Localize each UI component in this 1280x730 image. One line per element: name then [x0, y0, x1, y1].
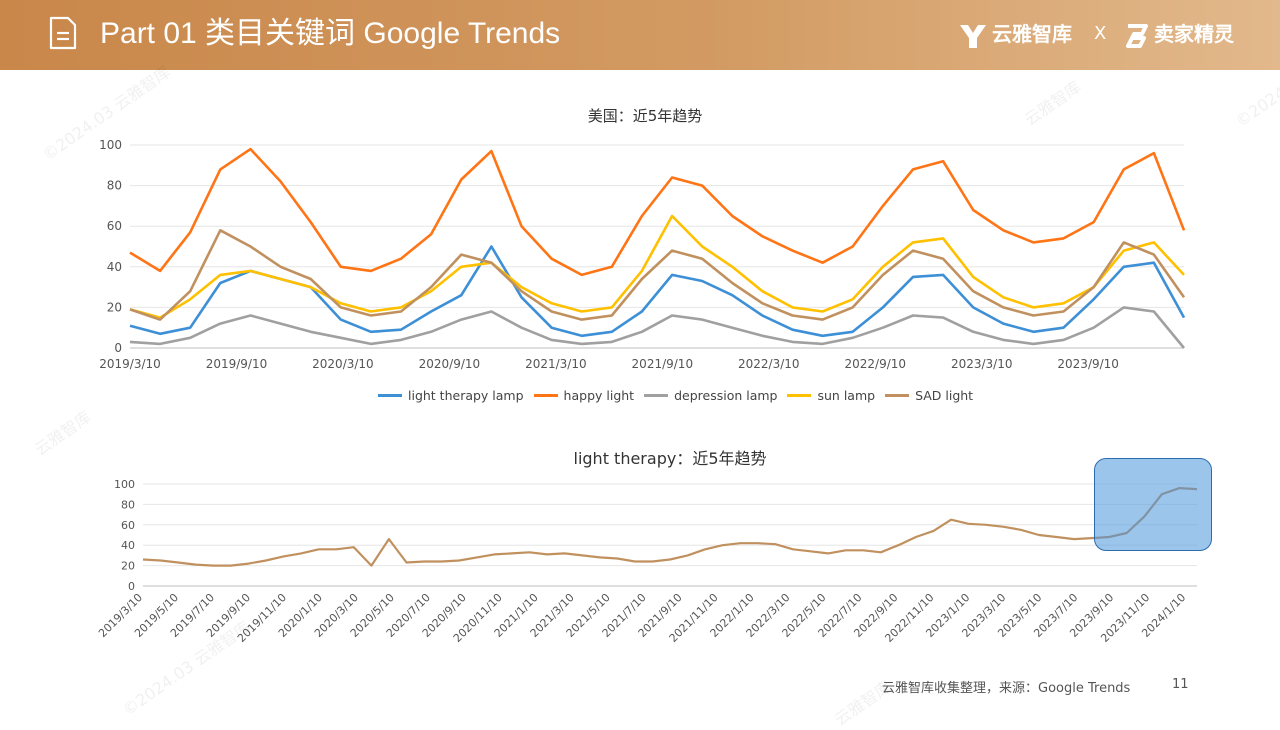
y-tick-label: 60 — [121, 519, 135, 532]
legend-item: depression lamp — [644, 386, 777, 404]
chart1-title: 美国：近5年趋势 — [587, 107, 703, 125]
y-tick-label: 80 — [121, 498, 135, 511]
y-tick-label: 0 — [114, 341, 122, 355]
x-tick-label: 2019/3/10 — [99, 357, 161, 371]
y-tick-label: 60 — [107, 219, 122, 233]
x-tick-label: 2023/9/10 — [1057, 357, 1119, 371]
chart-light-therapy: 0204060801002019/3/102019/5/102019/7/102… — [96, 478, 1198, 645]
header-bar: Part 01 类目关键词 Google Trends 云雅智库 X 卖家精灵 — [0, 0, 1280, 70]
x-tick-label: 2019/9/10 — [206, 357, 268, 371]
x-tick-label: 2020/9/10 — [419, 357, 481, 371]
chart1-legend: light therapy lamp happy light depressio… — [378, 386, 973, 404]
legend-swatch — [378, 393, 402, 397]
y-tick-label: 80 — [107, 179, 122, 193]
document-icon — [49, 16, 77, 50]
legend-item: happy light — [533, 386, 635, 404]
chart-us-trends: 0 20 40 60 80 100 2019/3/10 2019/9/10 2020/3/10 2… — [99, 138, 1186, 371]
legend-swatch — [644, 393, 669, 397]
page-number: 11 — [1172, 677, 1189, 692]
y-tick-label: 40 — [107, 260, 122, 274]
series-line — [129, 214, 1185, 319]
legend-swatch — [787, 393, 812, 397]
legend-swatch — [533, 393, 558, 397]
legend-item: sun lamp — [787, 386, 875, 404]
y-tick-label: 20 — [121, 560, 135, 573]
series-line — [142, 486, 1198, 567]
legend-label: sun lamp — [817, 387, 876, 403]
series-line — [129, 147, 1186, 277]
series-line — [129, 306, 1186, 349]
y-tick-label: 100 — [114, 478, 135, 491]
legend-item: SAD light — [885, 386, 973, 404]
brand-maijia: 卖家精灵 — [1124, 20, 1234, 48]
y-tick-label: 40 — [121, 539, 135, 552]
maijia-logo-icon — [1126, 23, 1148, 48]
x-tick-label: 2021/9/10 — [632, 357, 694, 371]
y-tick-label: 100 — [99, 138, 122, 152]
legend-label: SAD light — [915, 387, 974, 403]
y-tick-label: 20 — [107, 300, 122, 314]
source-note: 云雅智库收集整理，来源：Google Trends — [882, 681, 1131, 696]
x-tick-label: 2023/3/10 — [951, 357, 1013, 371]
x-tick-label: 2020/3/10 — [312, 357, 374, 371]
chart2-title: light therapy：近5年趋势 — [573, 449, 767, 468]
brand-yunya: 云雅智库 — [958, 20, 1072, 48]
legend-label: depression lamp — [674, 387, 778, 403]
series-line — [129, 229, 1186, 321]
legend-label: light therapy lamp — [408, 387, 524, 403]
x-tick-label: 2022/3/10 — [738, 357, 800, 371]
recent-trend-highlight — [1094, 458, 1212, 551]
legend-swatch — [885, 393, 910, 397]
y-tick-label: 0 — [128, 580, 135, 593]
brand-left-label: 云雅智库 — [992, 22, 1072, 46]
brand-right-label: 卖家精灵 — [1154, 22, 1234, 46]
yunya-logo-icon — [960, 24, 986, 48]
x-tick-label: 2021/3/10 — [525, 357, 587, 371]
page-title: Part 01 类目关键词 Google Trends — [100, 17, 561, 50]
legend-item: light therapy lamp — [378, 386, 524, 404]
x-tick-label: 2022/9/10 — [844, 357, 906, 371]
brand-separator: X — [1094, 23, 1107, 44]
legend-label: happy light — [563, 387, 635, 403]
